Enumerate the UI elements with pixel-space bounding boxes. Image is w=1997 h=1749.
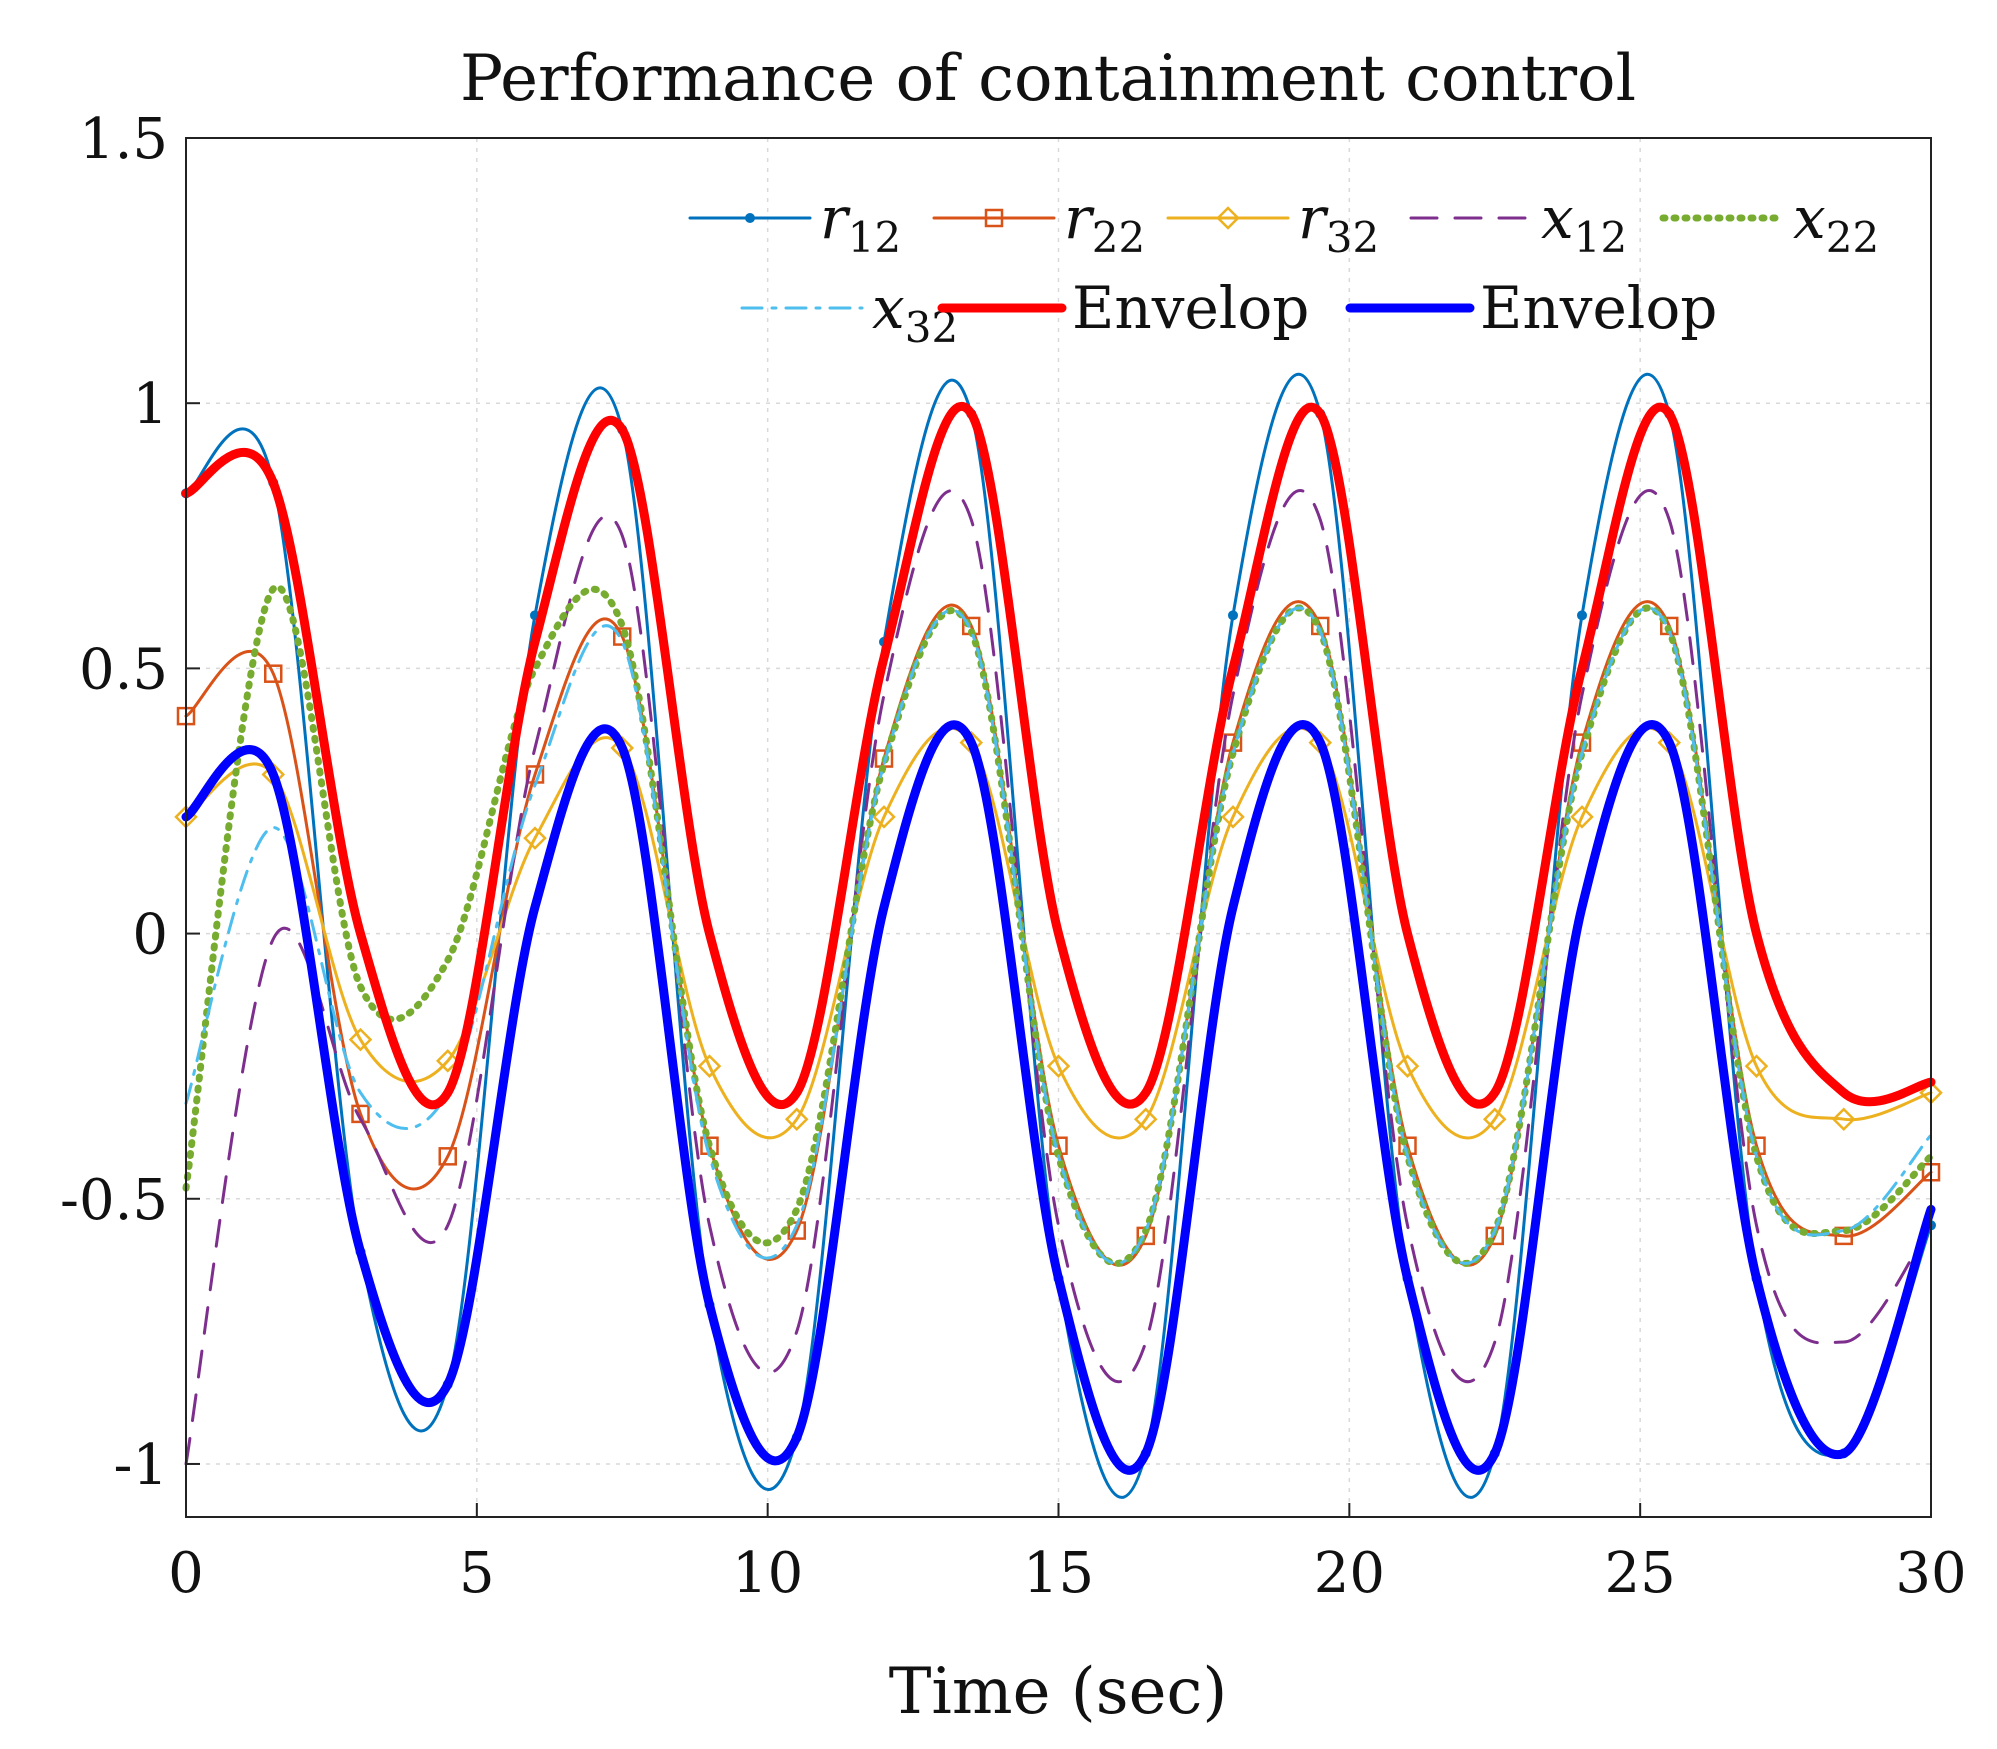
x-tick-label: 15 bbox=[1023, 1541, 1094, 1606]
y-tick-label: -1 bbox=[113, 1433, 168, 1498]
x-tick-label: 10 bbox=[732, 1541, 803, 1606]
series-line-6 bbox=[181, 401, 1936, 1110]
data-point bbox=[784, 1107, 809, 1131]
series-layer bbox=[174, 372, 1943, 1499]
data-point bbox=[348, 1027, 373, 1052]
x-tick-label: 20 bbox=[1314, 1541, 1385, 1606]
series-line-3 bbox=[184, 489, 1933, 1466]
data-point bbox=[1046, 1054, 1071, 1078]
data-point bbox=[697, 1054, 722, 1078]
chart-title: Performance of containment control bbox=[460, 42, 1636, 116]
x-tick-label: 0 bbox=[168, 1541, 204, 1606]
x-tick-label: 5 bbox=[459, 1541, 495, 1606]
data-point bbox=[1482, 1107, 1507, 1131]
legend-marker bbox=[745, 213, 755, 223]
y-tick-label: -0.5 bbox=[60, 1168, 168, 1233]
legend: r12 r22 r32 x12 x22 x32 Envelop Envelop bbox=[688, 184, 1879, 352]
legend-label: r12 bbox=[820, 184, 901, 262]
legend-label: x12 bbox=[1541, 184, 1627, 262]
legend-label: Envelop bbox=[1072, 274, 1309, 342]
data-point bbox=[1133, 1107, 1158, 1131]
series-line-7 bbox=[181, 720, 1936, 1475]
legend-label: r22 bbox=[1064, 184, 1145, 262]
x-tick-label: 30 bbox=[1895, 1541, 1966, 1606]
data-point bbox=[523, 826, 547, 850]
legend-marker bbox=[1216, 206, 1240, 230]
grid bbox=[185, 137, 1932, 1517]
x-axis-label: Time (sec) bbox=[889, 1655, 1228, 1729]
axis-ticks: 0 5 10 15 20 25 30 -1 -0.5 0 0.5 1 1.5 bbox=[60, 107, 1967, 1606]
data-point bbox=[1834, 1226, 1853, 1246]
y-tick-label: 1 bbox=[132, 372, 168, 437]
legend-label: Envelop bbox=[1480, 274, 1717, 342]
data-point bbox=[438, 1147, 457, 1166]
y-tick-label: 0.5 bbox=[79, 637, 168, 702]
data-point bbox=[1395, 1054, 1420, 1078]
data-point bbox=[435, 1049, 460, 1073]
data-point bbox=[1228, 610, 1238, 621]
x-tick-label: 25 bbox=[1605, 1541, 1676, 1606]
series-line-5 bbox=[184, 606, 1933, 1265]
legend-label: x22 bbox=[1793, 184, 1879, 262]
y-tick-label: 0 bbox=[132, 903, 168, 968]
data-point bbox=[1221, 805, 1245, 829]
series-line-2 bbox=[184, 726, 1933, 1140]
data-point bbox=[872, 805, 896, 829]
data-point bbox=[1577, 610, 1587, 621]
y-tick-label: 1.5 bbox=[79, 107, 168, 172]
data-point bbox=[1570, 805, 1594, 829]
legend-label: r32 bbox=[1298, 184, 1379, 262]
data-point bbox=[1831, 1107, 1856, 1131]
data-point bbox=[264, 664, 283, 683]
legend-marker bbox=[984, 208, 1004, 228]
data-point bbox=[1744, 1054, 1769, 1078]
legend-label: x32 bbox=[872, 274, 958, 352]
